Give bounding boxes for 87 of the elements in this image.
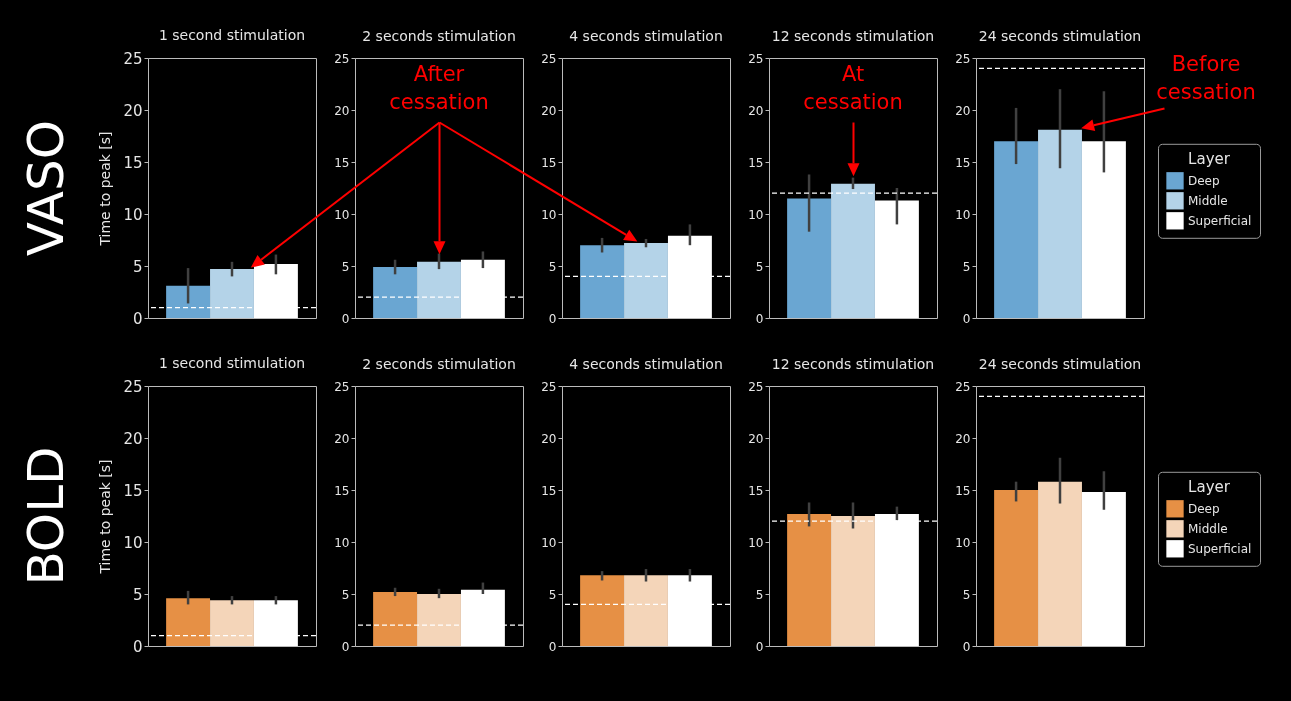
chart-title: 1 second stimulation [158,355,306,371]
y-tick-label: 25 [955,379,971,394]
y-tick-label: 15 [334,483,350,498]
legend-label: Superficial [1188,541,1252,556]
y-tick-label: 25 [123,377,143,396]
chart-title: 24 seconds stimulation [978,356,1142,372]
y-tick-label: 20 [541,103,557,118]
y-tick-label: 5 [962,259,971,274]
y-tick-label: 0 [132,309,143,328]
y-tick-label: 10 [541,207,557,222]
y-tick-label: 20 [955,103,971,118]
y-tick-label: 15 [748,483,764,498]
y-tick-label: 15 [541,155,557,170]
y-tick-label: 0 [755,639,764,654]
y-tick-label: 0 [755,311,764,326]
y-tick-label: 10 [748,535,764,550]
y-tick-label: 10 [955,207,971,222]
y-tick-label: 15 [541,483,557,498]
y-tick-label: 25 [541,379,557,394]
y-tick-label: 10 [748,207,764,222]
chart-title: 4 seconds stimulation [569,356,723,372]
y-tick-label: 5 [755,587,764,602]
y-tick-label: 10 [123,205,143,224]
y-tick-label: 20 [541,431,557,446]
legend-label: Deep [1188,173,1220,188]
legend-label: Middle [1188,193,1228,208]
y-tick-label: 0 [132,637,143,656]
y-tick-label: 5 [755,259,764,274]
y-tick-label: 10 [123,533,143,552]
y-tick-label: 25 [123,49,143,68]
chart-title: 4 seconds stimulation [569,28,723,44]
y-tick-label: 15 [955,155,971,170]
y-tick-label: 20 [748,103,764,118]
bar [166,285,211,318]
y-tick-label: 25 [955,51,971,66]
y-tick-label: 5 [132,585,143,604]
y-tick-label: 10 [334,535,350,550]
text: VASO [17,119,75,257]
y-tick-label: 15 [955,483,971,498]
legend-label: Deep [1188,501,1220,516]
y-tick-label: 0 [548,311,557,326]
y-axis-title: Time to peak [s] [97,131,114,247]
y-axis-title: Time to peak [s] [97,459,114,575]
y-tick-label: 5 [548,587,557,602]
y-tick-label: 15 [123,153,143,172]
y-tick-label: 25 [748,51,764,66]
chart-title: 12 seconds stimulation [771,356,935,372]
y-tick-label: 20 [748,431,764,446]
y-tick-label: 5 [132,257,143,276]
chart-title: 12 seconds stimulation [771,28,935,44]
y-tick-label: 0 [341,311,350,326]
y-tick-label: 20 [955,431,971,446]
y-tick-label: 20 [123,101,143,120]
y-tick-label: 10 [334,207,350,222]
annotation: At cessation [803,62,903,114]
y-tick-label: 20 [334,103,350,118]
y-tick-label: 0 [548,639,557,654]
y-tick-label: 15 [123,481,143,500]
legend-label: Middle [1188,521,1228,536]
y-tick-label: 5 [341,259,350,274]
y-tick-label: 25 [334,379,350,394]
text: BOLD [17,446,75,586]
y-tick-label: 0 [341,639,350,654]
legend-title: Layer [1188,477,1231,496]
y-tick-label: 0 [962,311,971,326]
y-tick-label: 5 [548,259,557,274]
y-tick-label: 10 [955,535,971,550]
chart-title: 1 second stimulation [158,27,306,43]
y-tick-label: 0 [962,639,971,654]
y-tick-label: 25 [748,379,764,394]
y-tick-label: 5 [341,587,350,602]
y-tick-label: 15 [334,155,350,170]
chart-title: 2 seconds stimulation [362,28,516,44]
text: Before cessation [1156,52,1256,104]
y-tick-label: 15 [748,155,764,170]
y-tick-label: 25 [541,51,557,66]
annotation: After cessation [389,62,489,114]
chart-title: 24 seconds stimulation [978,28,1142,44]
bar [210,269,254,318]
y-tick-label: 10 [541,535,557,550]
y-tick-label: 25 [334,51,350,66]
y-tick-label: 20 [123,429,143,448]
chart-title: 2 seconds stimulation [362,356,516,372]
legend-title: Layer [1188,149,1231,168]
y-tick-label: 20 [334,431,350,446]
legend-label: Superficial [1188,213,1252,228]
y-tick-label: 5 [962,587,971,602]
